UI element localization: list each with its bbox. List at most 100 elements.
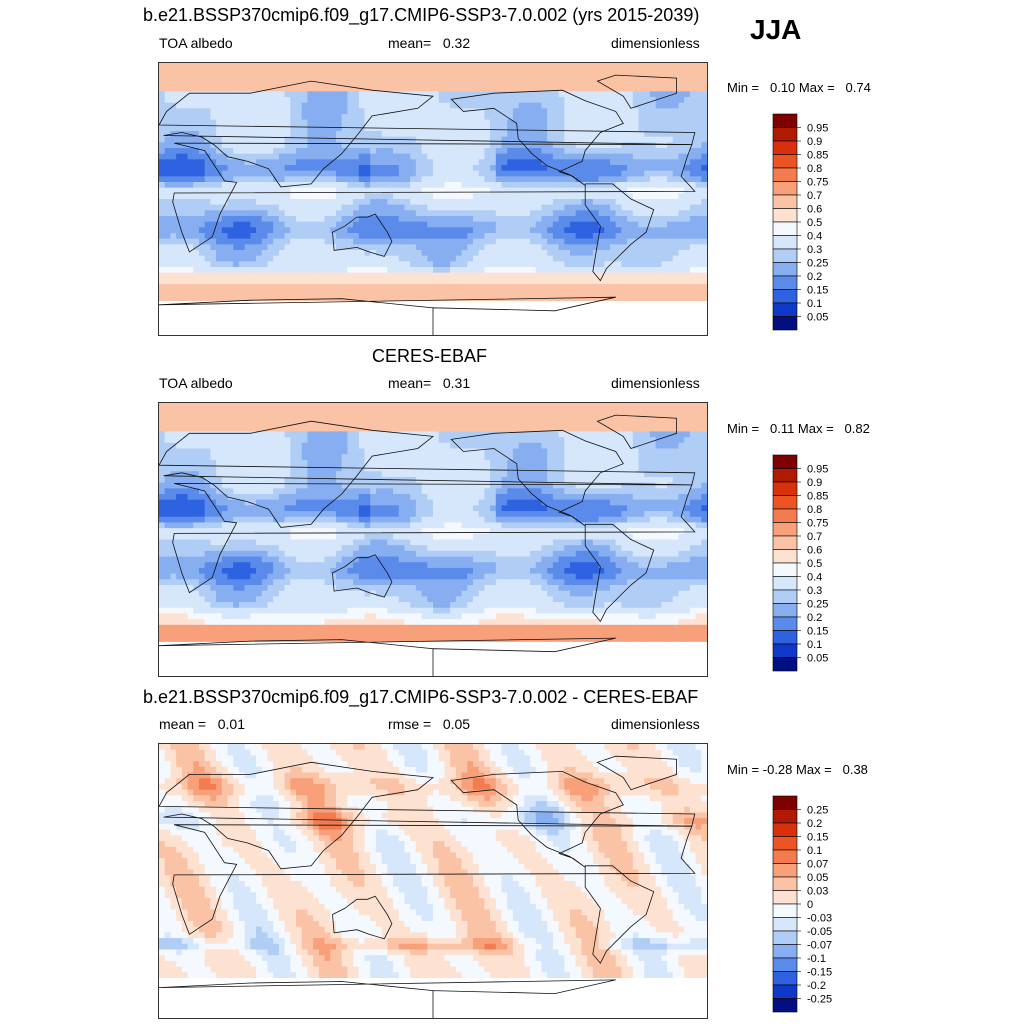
season-label: JJA	[750, 14, 802, 45]
coastline	[159, 979, 616, 1018]
colorbar-tick-label: 0.3	[807, 585, 822, 597]
colorbar-swatch	[772, 903, 798, 918]
colorbar-swatch	[772, 643, 798, 658]
colorbar-swatch	[772, 495, 798, 510]
coastline	[159, 637, 616, 676]
colorbar-swatch	[772, 127, 798, 142]
colorbar-swatch	[772, 221, 798, 236]
panel1-mean-label: mean= 0.32	[388, 35, 471, 51]
colorbar-tick-label: 0.7	[807, 190, 822, 202]
panel1-units-label: dimensionless	[611, 35, 700, 51]
colorbar-swatch	[772, 863, 798, 878]
colorbar-tick-label: 0.1	[807, 845, 822, 857]
panel3-minmax-label: Min = -0.28 Max = 0.38	[727, 762, 868, 777]
colorbar-swatch	[772, 154, 798, 169]
coastline	[450, 429, 624, 527]
colorbar-swatch	[772, 944, 798, 959]
colorbar-swatch	[772, 849, 798, 864]
colorbar-tick-label: 0	[807, 899, 813, 911]
colorbar-swatch	[772, 262, 798, 277]
colorbar-tick-label: 0.1	[807, 639, 822, 651]
coastline	[172, 142, 696, 253]
colorbar-tick-label: -0.1	[807, 953, 826, 965]
colorbar-tick-label: 0.4	[807, 231, 822, 243]
colorbar-swatch	[772, 657, 798, 672]
panel1-title: b.e21.BSSP370cmip6.f09_g17.CMIP6-SSP3-7.…	[143, 5, 700, 25]
coastline	[332, 213, 393, 257]
colorbar-swatch	[772, 289, 798, 304]
colorbar-tick-label: -0.05	[807, 926, 832, 938]
colorbar-tick-label: 0.05	[807, 872, 828, 884]
coastline	[159, 761, 696, 870]
colorbar-swatch	[772, 167, 798, 182]
colorbar-tick-label: 0.03	[807, 886, 828, 898]
colorbar-tick-label: -0.2	[807, 980, 826, 992]
coastline	[596, 414, 677, 449]
colorbar-tick-label: 0.25	[807, 599, 828, 611]
colorbar-tick-label: 0.4	[807, 572, 822, 584]
colorbar-swatch	[772, 603, 798, 618]
colorbar-swatch	[772, 562, 798, 577]
panel3-colorbar: 0.25 0.2 0.15 0.1 0.07 0.05 0.03 0 -0.03 -0.05 -0.…	[772, 795, 863, 1014]
colorbar-tick-label: 0.5	[807, 217, 822, 229]
colorbar-swatch	[772, 181, 798, 196]
colorbar-swatch	[772, 616, 798, 631]
colorbar-tick-label: 0.1	[807, 298, 822, 310]
colorbar-tick-label: 0.15	[807, 285, 828, 297]
panel3-rmse-label: rmse = 0.05	[388, 716, 471, 732]
colorbar-tick-label: 0.8	[807, 504, 822, 516]
colorbar-tick-label: 0.2	[807, 818, 822, 830]
panel2-title: CERES-EBAF	[372, 346, 488, 366]
colorbar-tick-label: -0.25	[807, 994, 832, 1006]
colorbar-swatch	[772, 890, 798, 905]
colorbar-tick-label: 0.05	[807, 312, 828, 324]
colorbar-tick-label: 0.85	[807, 150, 828, 162]
colorbar-tick-label: 0.95	[807, 123, 828, 135]
coastline	[172, 824, 696, 935]
colorbar-swatch	[772, 809, 798, 824]
colorbar-swatch	[772, 589, 798, 604]
colorbar-tick-label: 0.85	[807, 491, 828, 503]
colorbar-swatch	[772, 235, 798, 250]
coastline	[172, 483, 696, 594]
coastline	[332, 554, 393, 598]
colorbar-swatch	[772, 208, 798, 223]
colorbar-swatch	[772, 822, 798, 837]
panel1-minmax-label: Min = 0.10 Max = 0.74	[727, 80, 871, 95]
colorbar-swatch	[772, 302, 798, 317]
colorbar-swatch	[772, 917, 798, 932]
colorbar-tick-label: 0.25	[807, 805, 828, 817]
colorbar-tick-label: 0.95	[807, 464, 828, 476]
colorbar-swatch	[772, 522, 798, 537]
colorbar-tick-label: 0.7	[807, 531, 822, 543]
colorbar-tick-label: 0.15	[807, 626, 828, 638]
colorbar-swatch	[772, 957, 798, 972]
colorbar-tick-label: 0.2	[807, 612, 822, 624]
panel2-map	[158, 402, 708, 677]
colorbar-swatch	[772, 194, 798, 209]
coastline	[450, 89, 624, 186]
colorbar-tick-label: 0.9	[807, 477, 822, 489]
colorbar-swatch	[772, 971, 798, 986]
panel3-mean-label: mean = 0.01	[159, 716, 246, 732]
panel1-map	[158, 62, 708, 336]
colorbar-tick-label: 0.05	[807, 653, 828, 665]
colorbar-tick-label: -0.07	[807, 940, 832, 952]
panel3-map	[158, 743, 708, 1019]
coastline	[584, 183, 655, 282]
colorbar-swatch	[772, 316, 798, 331]
colorbar-tick-label: -0.15	[807, 967, 832, 979]
colorbar-tick-label: 0.5	[807, 558, 822, 570]
panel3-units-label: dimensionless	[611, 716, 700, 732]
coastline	[159, 80, 696, 188]
panel2-colorbar: 0.95 0.9 0.85 0.8 0.75 0.7 0.6 0.5 0.4 0.3 0.25 0.2…	[772, 454, 863, 673]
colorbar-swatch	[772, 998, 798, 1013]
colorbar-swatch	[772, 984, 798, 999]
colorbar-swatch	[772, 113, 798, 128]
colorbar-tick-label: 0.3	[807, 244, 822, 256]
colorbar-tick-label: 0.15	[807, 832, 828, 844]
colorbar-swatch	[772, 930, 798, 945]
colorbar-tick-label: -0.03	[807, 913, 832, 925]
colorbar-tick-label: 0.07	[807, 859, 828, 871]
coastline	[584, 865, 655, 964]
